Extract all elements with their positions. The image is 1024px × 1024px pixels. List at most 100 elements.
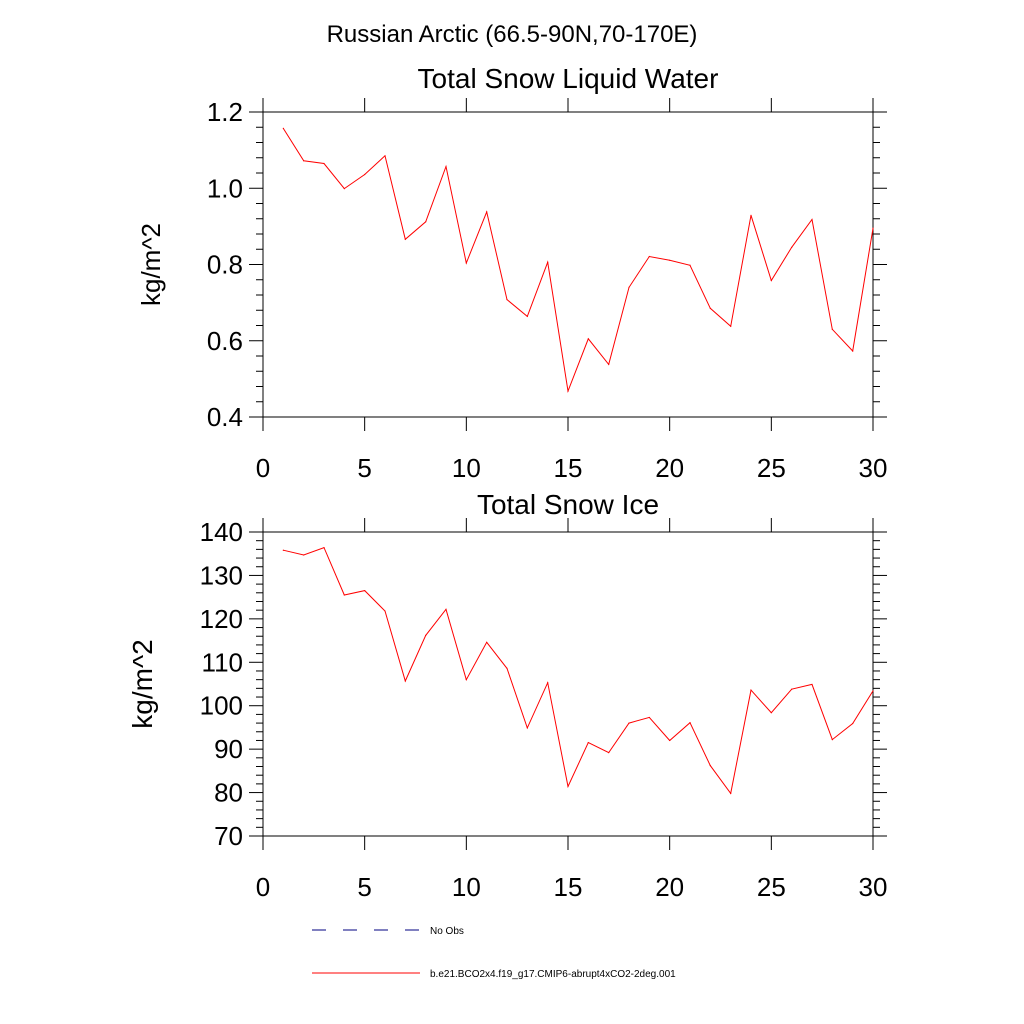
data-point (282, 549, 284, 551)
data-point (425, 634, 427, 636)
plot-frame (262, 531, 874, 837)
data-point (608, 363, 610, 365)
data-point (587, 742, 589, 744)
x-tick-label: 30 (859, 872, 888, 902)
data-point (547, 682, 549, 684)
x-tick-label: 15 (554, 453, 583, 483)
data-point (872, 227, 874, 229)
chart-panel-snow-liquid-water: Total Snow Liquid Water 0 5 10 15 20 25 30 0.4 0.… (136, 63, 887, 483)
data-point (384, 155, 386, 157)
data-point (343, 188, 345, 190)
x-tick-label: 25 (757, 453, 786, 483)
data-point (364, 173, 366, 176)
data-point (689, 722, 691, 724)
data-point (852, 722, 854, 725)
data-point (852, 350, 854, 352)
data-point (750, 689, 752, 691)
data-point (628, 286, 630, 288)
data-point (445, 165, 447, 168)
x-tick-label: 30 (859, 453, 888, 483)
x-tick-label: 5 (357, 872, 371, 902)
data-point (669, 259, 671, 261)
data-point (730, 325, 732, 327)
data-point (770, 279, 772, 282)
y-axis-label: kg/m^2 (136, 223, 166, 306)
data-point (791, 246, 793, 248)
y-tick-label: 130 (200, 560, 243, 590)
data-point (811, 683, 813, 686)
y-tick-label: 120 (200, 604, 243, 634)
y-tick-label: 0.8 (207, 250, 243, 280)
series-line (283, 546, 874, 795)
data-point (404, 238, 406, 240)
data-point (628, 722, 630, 724)
data-point (811, 218, 813, 221)
data-point (282, 127, 284, 129)
legend: No Obs b.e21.BCO2x4.f19_g17.CMIP6-abrupt… (312, 926, 676, 980)
data-point (343, 594, 345, 596)
data-point (608, 752, 610, 754)
x-tick-label: 10 (452, 872, 481, 902)
x-tick-label: 25 (757, 872, 786, 902)
chart-title: Total Snow Liquid Water (418, 63, 719, 94)
data-point (669, 739, 671, 742)
data-point (567, 785, 569, 788)
data-point (709, 765, 711, 767)
series-line (282, 128, 874, 394)
data-point (506, 298, 508, 301)
data-point (547, 261, 549, 263)
data-point (831, 738, 833, 741)
y-tick-label: 0.6 (207, 326, 243, 356)
data-point (384, 610, 386, 612)
y-tick-label: 1.2 (207, 97, 243, 127)
y-tick-label: 80 (214, 778, 243, 808)
x-tick-label: 20 (655, 872, 684, 902)
y-tick-label: 110 (202, 647, 243, 677)
data-point (445, 608, 447, 610)
legend-label-model-run: b.e21.BCO2x4.f19_g17.CMIP6-abrupt4xCO2-2… (430, 969, 676, 980)
data-point (709, 307, 711, 309)
x-tick-label: 20 (655, 453, 684, 483)
data-point (791, 688, 793, 690)
data-point (526, 315, 528, 317)
data-point (730, 792, 732, 795)
data-point (486, 641, 488, 643)
y-tick-label: 1.0 (207, 173, 243, 203)
data-point (465, 262, 467, 264)
data-point (831, 328, 833, 330)
y-tick-label: 0.4 (207, 402, 243, 432)
y-tick-label: 140 (200, 517, 243, 547)
data-point (506, 667, 508, 669)
data-point (526, 727, 528, 729)
figure-title: Russian Arctic (66.5-90N,70-170E) (327, 21, 698, 48)
data-point (567, 390, 569, 392)
data-point (465, 679, 467, 681)
data-point (303, 160, 305, 162)
x-tick-label: 0 (256, 453, 270, 483)
chart-panel-snow-ice: Total Snow Ice 0 5 10 15 20 25 30 70 80 90 100 110 12… (127, 489, 887, 902)
chart-title: Total Snow Ice (477, 489, 659, 520)
x-tick-label: 5 (357, 453, 371, 483)
y-tick-label: 90 (214, 734, 243, 764)
x-tick-label: 0 (256, 872, 270, 902)
data-point (486, 211, 488, 213)
data-point (587, 338, 589, 340)
y-tick-label: 70 (214, 821, 243, 851)
data-point (648, 716, 650, 719)
x-tick-label: 10 (452, 453, 481, 483)
data-point (323, 162, 325, 165)
data-point (689, 264, 691, 266)
legend-label-no-obs: No Obs (430, 926, 464, 937)
data-point (648, 255, 650, 258)
x-tick-label: 15 (554, 872, 583, 902)
y-axis-label: kg/m^2 (127, 639, 158, 728)
data-point (425, 221, 427, 223)
data-point (364, 590, 366, 592)
data-point (750, 214, 752, 216)
data-point (404, 680, 406, 682)
data-point (770, 712, 772, 714)
data-point (323, 547, 325, 549)
y-tick-label: 100 (200, 691, 243, 721)
data-point (872, 690, 874, 692)
